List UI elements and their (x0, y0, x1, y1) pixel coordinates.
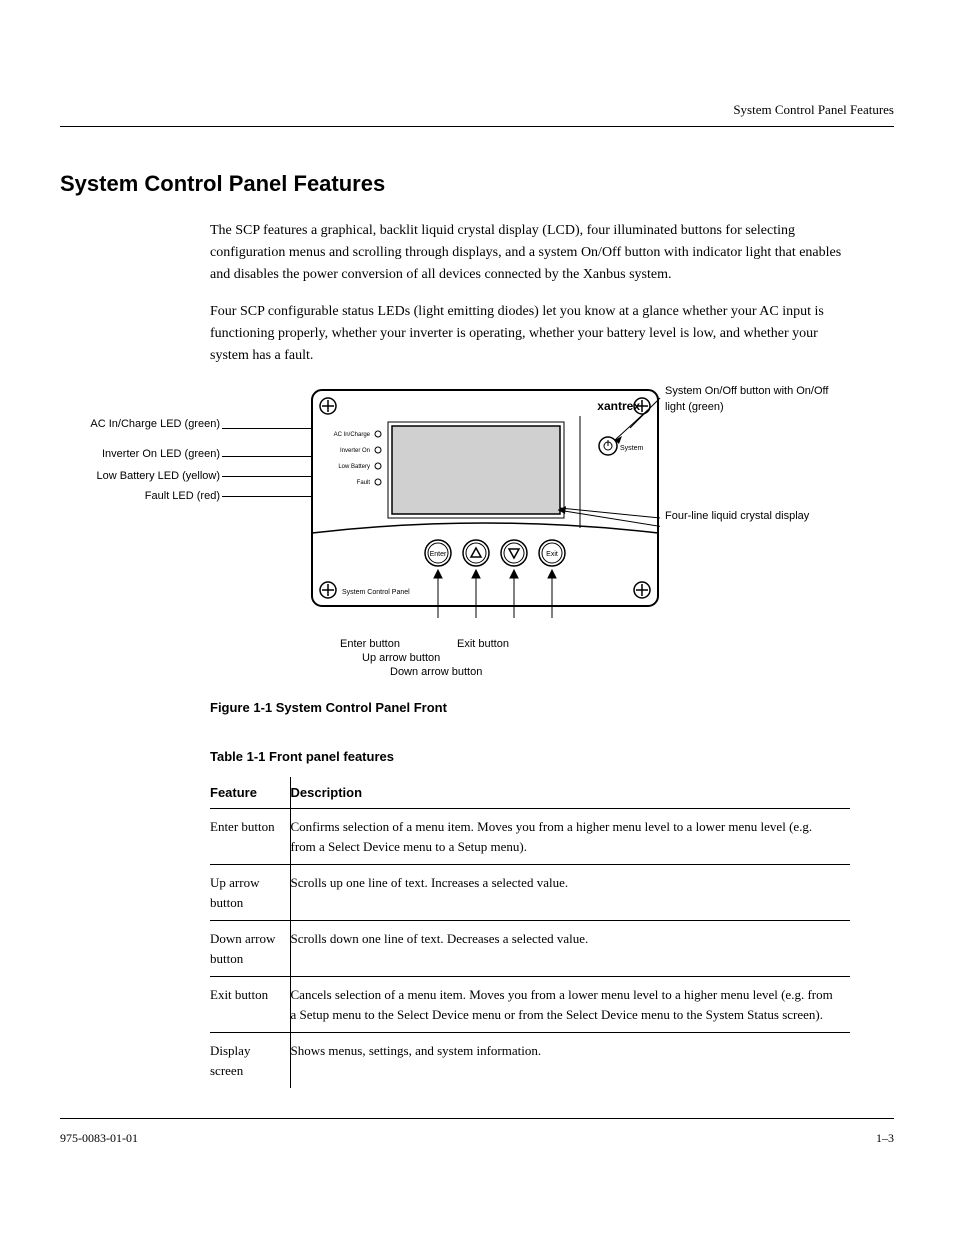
callout-exit-btn: Exit button (457, 636, 557, 653)
table-caption: Table 1-1 Front panel features (210, 747, 894, 767)
feature-table: Feature Description Enter button Confirm… (210, 777, 850, 1089)
table-row: Up arrow button Scrolls up one line of t… (210, 865, 850, 921)
brand-text: xantrex (597, 399, 640, 413)
panel-illustration: xantrex AC In/Charge Inverter On Low Bat… (310, 388, 660, 618)
bottom-rule (60, 1118, 894, 1119)
figure-caption: Figure 1-1 System Control Panel Front (210, 698, 894, 718)
callout-down-btn: Down arrow button (390, 664, 530, 681)
callout-inverter-on: Inverter On LED (green) (70, 446, 220, 463)
th-feature: Feature (210, 777, 290, 809)
table-row: Exit button Cancels selection of a menu … (210, 977, 850, 1033)
svg-text:Fault: Fault (357, 480, 371, 486)
page-footer: 975-0083-01-01 1–3 (60, 1129, 894, 1147)
up-button[interactable] (463, 540, 489, 566)
section-title: System Control Panel Features (60, 167, 894, 200)
svg-text:Enter: Enter (430, 551, 447, 558)
figure-wrap: AC In/Charge LED (green) Inverter On LED… (60, 388, 894, 718)
svg-text:Exit: Exit (546, 551, 558, 558)
svg-text:AC In/Charge: AC In/Charge (334, 432, 371, 438)
down-button[interactable] (501, 540, 527, 566)
footer-left: 975-0083-01-01 (60, 1129, 138, 1147)
intro-p2: Four SCP configurable status LEDs (light… (210, 301, 850, 368)
callout-lcd: Four-line liquid crystal display (665, 508, 835, 525)
callout-low-battery: Low Battery LED (yellow) (70, 468, 220, 485)
callout-fault-led: Fault LED (red) (70, 488, 220, 505)
table-row: Down arrow button Scrolls down one line … (210, 921, 850, 977)
page-header-right: System Control Panel Features (60, 100, 894, 120)
intro-p1: The SCP features a graphical, backlit li… (210, 220, 850, 287)
table-row: Enter button Confirms selection of a men… (210, 809, 850, 865)
top-rule (60, 126, 894, 127)
callout-ac-in: AC In/Charge LED (green) (70, 416, 220, 433)
svg-text:System: System (620, 445, 644, 452)
th-desc: Description (290, 777, 850, 809)
svg-text:System Control Panel: System Control Panel (342, 589, 410, 596)
callout-system-btn: System On/Off button with On/Off light (… (665, 383, 835, 416)
table-row: Display screen Shows menus, settings, an… (210, 1033, 850, 1089)
footer-right: 1–3 (876, 1129, 894, 1147)
svg-text:Inverter On: Inverter On (340, 448, 370, 454)
svg-text:Low Battery: Low Battery (338, 464, 370, 470)
